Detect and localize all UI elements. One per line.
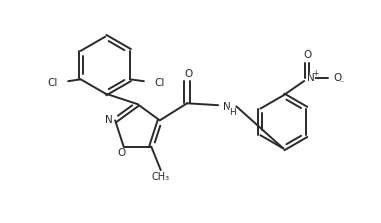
Text: O: O [118,149,126,158]
Text: N: N [223,102,231,112]
Text: O: O [333,73,341,83]
Text: O: O [185,69,193,79]
Text: O: O [303,50,311,60]
Text: N: N [105,115,113,125]
Text: Cl: Cl [48,78,58,88]
Text: Cl: Cl [154,78,165,88]
Text: H: H [229,108,236,117]
Text: +: + [313,69,319,78]
Text: N: N [307,73,315,83]
Text: CH₃: CH₃ [152,172,170,182]
Text: ⁻: ⁻ [339,78,343,87]
